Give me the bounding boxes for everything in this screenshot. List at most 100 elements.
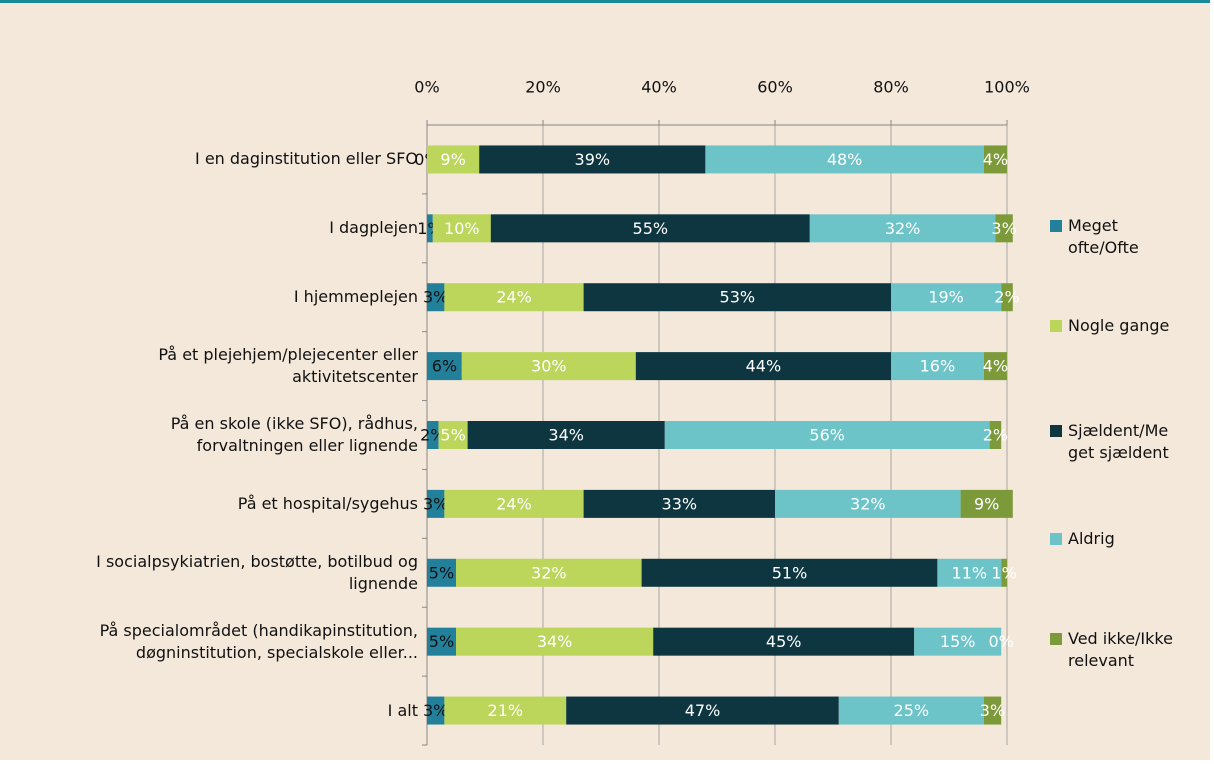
bar-segment xyxy=(427,421,439,449)
bar-segment xyxy=(1001,558,1007,587)
data-label: 21% xyxy=(488,701,524,720)
data-label: 19% xyxy=(928,288,964,307)
data-label: 32% xyxy=(885,219,921,238)
bar-segment xyxy=(490,214,810,243)
bar-segment xyxy=(427,145,480,174)
bar-segment xyxy=(432,214,491,243)
x-tick-label: 20% xyxy=(525,78,561,97)
data-label: 5% xyxy=(440,426,465,445)
data-label: 9% xyxy=(440,150,465,169)
data-label: 34% xyxy=(537,632,573,651)
data-label: 48% xyxy=(827,150,863,169)
data-label: 11% xyxy=(952,563,988,582)
data-label: 15% xyxy=(940,632,976,651)
category-label: I socialpsykiatrien, bostøtte, botilbud … xyxy=(96,551,418,593)
legend-label: Meget ofte/Ofte xyxy=(1068,216,1139,257)
legend-swatch xyxy=(1050,425,1062,437)
data-label: 10% xyxy=(444,219,480,238)
data-label: 44% xyxy=(746,357,782,376)
bar-segment xyxy=(983,352,1007,381)
data-label: 3% xyxy=(423,288,448,307)
data-label: 32% xyxy=(531,563,567,582)
data-label: 9% xyxy=(974,494,999,513)
bar-segment xyxy=(427,283,445,312)
bar-segment xyxy=(641,558,938,587)
bar-segment xyxy=(427,558,456,587)
data-label: 5% xyxy=(429,563,454,582)
data-label: 3% xyxy=(980,701,1005,720)
data-label: 4% xyxy=(983,150,1008,169)
bar-segment xyxy=(444,696,567,725)
legend-label: Nogle gange xyxy=(1068,316,1170,335)
data-label: 2% xyxy=(983,426,1008,445)
x-tick-label: 40% xyxy=(641,78,677,97)
bar-segment xyxy=(456,558,642,587)
category-label: På et hospital/sygehus xyxy=(237,493,418,513)
bar-segment xyxy=(653,627,915,656)
category-label: I alt xyxy=(387,700,418,720)
bar-segment xyxy=(891,352,984,381)
bar-segment xyxy=(444,489,584,518)
data-label: 55% xyxy=(633,219,669,238)
data-label: 3% xyxy=(423,494,448,513)
bar-segment xyxy=(937,558,1002,587)
data-label: 25% xyxy=(894,701,930,720)
data-label: 2% xyxy=(994,288,1019,307)
legend-label: Aldrig xyxy=(1068,529,1115,548)
bar-segment xyxy=(583,283,891,312)
data-label: 5% xyxy=(429,632,454,651)
bar-segment xyxy=(705,145,984,174)
legend-label: Ved ikke/Ikke relevant xyxy=(1068,629,1173,670)
data-label: 32% xyxy=(850,494,886,513)
bar-segment xyxy=(427,214,433,243)
bar-segment xyxy=(456,627,654,656)
bar-segment xyxy=(479,145,706,174)
legend-swatch xyxy=(1050,633,1062,645)
bar-segment xyxy=(914,627,1002,656)
data-label: 53% xyxy=(720,288,756,307)
bar-segment xyxy=(635,352,891,381)
bar-segment xyxy=(983,696,1002,725)
category-label: På specialområdet (handikapinstitution, … xyxy=(99,620,418,662)
category-label: I en daginstitution eller SFO xyxy=(195,149,418,169)
bar-segment xyxy=(566,696,839,725)
bar-segment xyxy=(809,214,996,243)
bar-segment xyxy=(1001,283,1013,312)
category-label: I dagplejen xyxy=(329,218,418,238)
data-label: 16% xyxy=(920,357,956,376)
data-label: 34% xyxy=(548,426,584,445)
category-label: I hjemmeplejen xyxy=(293,287,418,307)
data-label: 45% xyxy=(766,632,802,651)
legend-label: Sjældent/Meget sjældent xyxy=(1068,421,1169,462)
data-label: 0% xyxy=(989,632,1014,651)
data-label: 30% xyxy=(531,357,567,376)
bar-segment xyxy=(838,696,984,725)
x-tick-label: 0% xyxy=(414,78,439,97)
x-tick-label: 60% xyxy=(757,78,793,97)
data-label: 39% xyxy=(575,150,611,169)
bar-segment xyxy=(583,489,775,518)
data-label: 6% xyxy=(432,357,457,376)
bar-segment xyxy=(427,696,445,725)
data-label: 51% xyxy=(772,563,808,582)
legend-swatch xyxy=(1050,533,1062,545)
bar-segment xyxy=(467,421,665,449)
bar-segment xyxy=(960,489,1013,518)
x-tick-label: 100% xyxy=(984,78,1030,97)
bar-segment xyxy=(427,489,445,518)
bar-segment xyxy=(444,283,584,312)
data-label: 3% xyxy=(423,701,448,720)
bar-segment xyxy=(989,421,1002,449)
data-label: 24% xyxy=(496,494,532,513)
data-label: 4% xyxy=(983,357,1008,376)
bar-segment xyxy=(427,627,456,656)
bar-segment xyxy=(775,489,961,518)
legend-swatch xyxy=(1050,220,1062,232)
data-label: 1% xyxy=(991,563,1016,582)
bar-segment xyxy=(438,421,468,449)
bar-segment xyxy=(995,214,1013,243)
bar-segment xyxy=(461,352,636,381)
data-label: 3% xyxy=(991,219,1016,238)
